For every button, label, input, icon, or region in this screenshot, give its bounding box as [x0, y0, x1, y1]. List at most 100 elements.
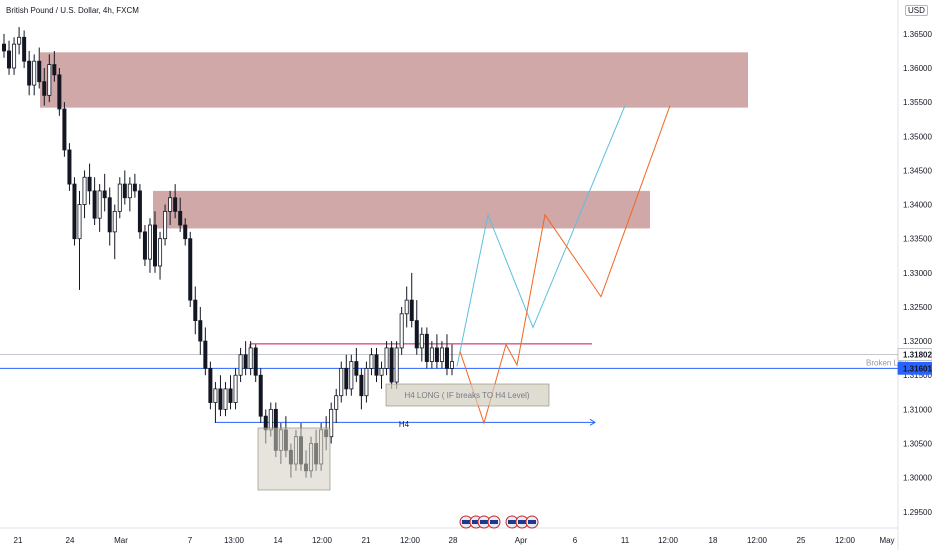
x-tick-label: 14 [274, 536, 283, 545]
candle[interactable] [369, 347, 374, 376]
candle[interactable] [434, 334, 439, 369]
candle[interactable] [248, 341, 253, 376]
candle[interactable] [107, 187, 112, 246]
candle-body [238, 354, 243, 376]
flag-icon[interactable] [487, 515, 501, 529]
candle[interactable] [37, 47, 42, 89]
candle-body [258, 374, 263, 417]
candle[interactable] [349, 354, 354, 396]
candle[interactable] [163, 204, 168, 246]
candle[interactable] [198, 306, 203, 355]
candle[interactable] [384, 341, 389, 376]
candle[interactable] [77, 190, 82, 290]
candle[interactable] [52, 50, 57, 82]
candle[interactable] [339, 361, 344, 403]
candle[interactable] [122, 170, 127, 205]
candle[interactable] [364, 361, 369, 403]
candle[interactable] [92, 177, 97, 226]
economic-events[interactable] [459, 515, 539, 529]
candle-body [379, 367, 384, 376]
candle[interactable] [238, 347, 243, 383]
candle[interactable] [183, 218, 188, 246]
candle[interactable] [419, 327, 424, 362]
candle[interactable] [82, 170, 87, 219]
candle[interactable] [444, 334, 449, 376]
upper-supply-zone[interactable] [40, 52, 748, 108]
orange-projection-path[interactable] [459, 105, 671, 425]
candle[interactable] [112, 204, 117, 260]
candle[interactable] [449, 344, 454, 376]
candle[interactable] [409, 272, 414, 328]
candle[interactable] [228, 375, 233, 410]
candle[interactable] [22, 30, 27, 69]
candle[interactable] [399, 306, 404, 355]
candle-body [97, 190, 102, 219]
candle[interactable] [429, 341, 434, 369]
candle[interactable] [329, 402, 334, 444]
candle[interactable] [62, 102, 67, 157]
candle[interactable] [142, 225, 147, 266]
candle[interactable] [223, 382, 228, 417]
h4-long-note-box[interactable] [385, 383, 550, 407]
candle[interactable] [173, 184, 178, 219]
candle[interactable] [414, 300, 419, 355]
candle[interactable] [32, 54, 37, 96]
candle[interactable] [168, 190, 173, 226]
candle[interactable] [208, 361, 213, 410]
candle[interactable] [439, 341, 444, 369]
candle[interactable] [389, 341, 394, 389]
candle[interactable] [394, 341, 399, 389]
candle[interactable] [47, 54, 52, 103]
candle[interactable] [243, 341, 248, 376]
candle[interactable] [213, 382, 218, 424]
candle[interactable] [67, 143, 72, 191]
candle[interactable] [87, 163, 92, 205]
accumulation-box[interactable] [257, 427, 331, 491]
candle[interactable] [132, 173, 137, 198]
candle[interactable] [253, 344, 258, 383]
candle[interactable] [12, 37, 17, 75]
candle[interactable] [72, 177, 77, 246]
candle[interactable] [203, 327, 208, 376]
candle[interactable] [424, 327, 429, 369]
candle[interactable] [27, 50, 32, 96]
candle-body [354, 361, 359, 376]
middle-supply-zone[interactable] [153, 190, 650, 229]
candle[interactable] [404, 286, 409, 328]
candle-body [248, 347, 253, 369]
y-tick-label: 1.34000 [903, 201, 932, 210]
candle[interactable] [354, 347, 359, 383]
currency-label[interactable]: USD [905, 5, 928, 16]
candle[interactable] [178, 197, 183, 232]
candle[interactable] [137, 184, 142, 239]
candle[interactable] [153, 211, 158, 273]
candle-body [339, 367, 344, 397]
candle[interactable] [188, 231, 193, 307]
candle[interactable] [218, 375, 223, 417]
candle[interactable] [233, 368, 238, 410]
candle[interactable] [158, 231, 163, 280]
flag-icon[interactable] [525, 515, 539, 529]
candle[interactable] [57, 68, 62, 116]
candle[interactable] [2, 33, 7, 58]
candle[interactable] [359, 368, 364, 410]
candle[interactable] [42, 68, 47, 106]
candle-body [137, 190, 142, 233]
candle[interactable] [7, 40, 12, 75]
candle[interactable] [102, 173, 107, 212]
candle[interactable] [147, 218, 152, 273]
candle-body [12, 43, 17, 69]
candle[interactable] [258, 368, 263, 424]
candle[interactable] [127, 177, 132, 212]
candle[interactable] [97, 184, 102, 232]
candle[interactable] [193, 286, 198, 335]
candle[interactable] [344, 354, 349, 396]
candle-body [369, 354, 374, 369]
candle[interactable] [374, 347, 379, 383]
candle[interactable] [334, 388, 339, 424]
candle[interactable] [17, 27, 22, 55]
candle[interactable] [117, 177, 122, 219]
blue-projection-path[interactable] [456, 105, 626, 367]
candle[interactable] [379, 361, 384, 389]
